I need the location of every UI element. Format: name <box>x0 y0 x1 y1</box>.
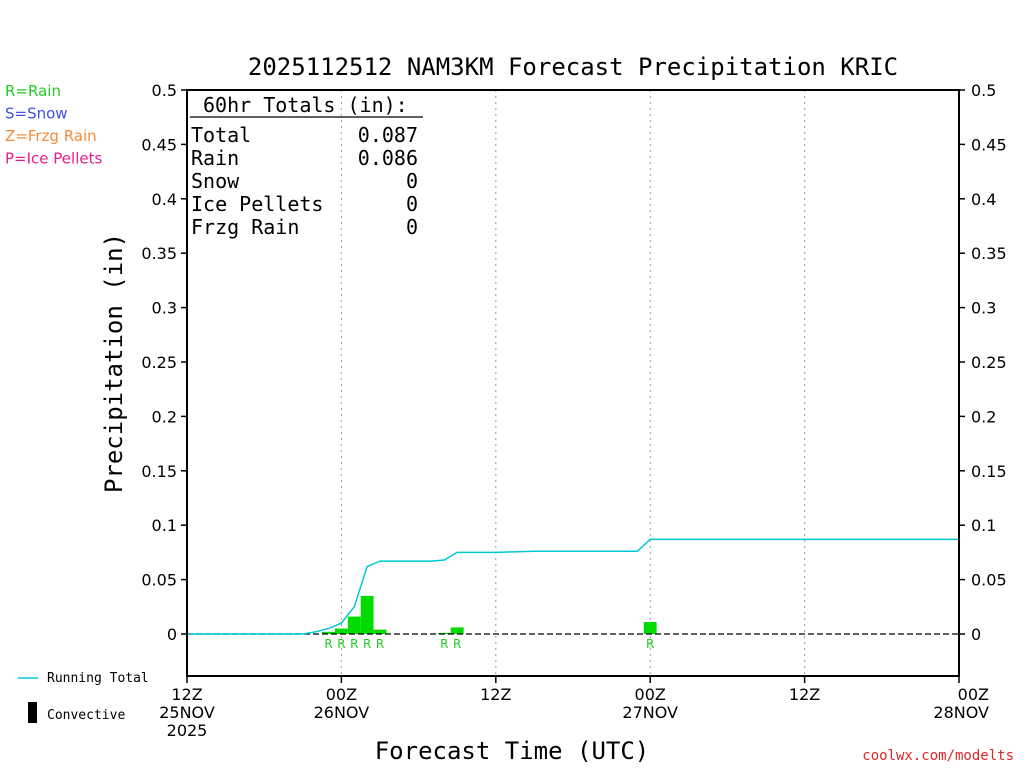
x-tick-label: 27NOV <box>622 703 678 722</box>
running-total-legend-label: Running Total <box>47 671 149 686</box>
precip-type-label: R <box>376 637 384 651</box>
plot-frame <box>186 89 960 677</box>
precip-bar <box>322 631 335 634</box>
x-tick-label: 28NOV <box>933 703 989 722</box>
y-axis-right: 0 0.05 0.1 0.15 0.2 0.25 0.3 0.35 0.4 0.45 0.5 <box>959 81 1007 644</box>
credit-text: coolwx.com/modelts <box>862 748 1014 764</box>
totals-row-value: 0.086 <box>358 146 418 170</box>
totals-row-value: 0 <box>406 192 418 216</box>
precip-bar <box>643 622 657 634</box>
y-tick-label: 0.05 <box>141 571 177 590</box>
y-tick-label: 0.35 <box>141 244 177 263</box>
totals-box: 60hr Totals (in): Total 0.087 Rain 0.086 Sno… <box>190 93 423 239</box>
totals-row-label: Frzg Rain <box>191 215 299 239</box>
totals-row-value: 0 <box>406 169 418 193</box>
y-tick-label: 0.05 <box>971 571 1007 590</box>
totals-row-label: Snow <box>191 169 240 193</box>
grid-lines <box>340 90 806 676</box>
legend-type-entry: Z=Frzg Rain <box>5 127 97 145</box>
y-tick-label: 0.4 <box>971 190 996 209</box>
y-tick-label: 0.5 <box>152 81 177 100</box>
y-tick-label: 0.3 <box>152 299 177 318</box>
precip-type-label: R <box>453 637 461 651</box>
precip-bars <box>322 595 657 634</box>
y-tick-label: 0.1 <box>152 516 177 535</box>
precip-type-legend: R=Rain S=Snow Z=Frzg Rain P=Ice Pellets <box>5 82 102 168</box>
convective-legend-label: Convective <box>47 708 125 723</box>
y-tick-label: 0.15 <box>971 462 1007 481</box>
y-tick-label: 0.1 <box>971 516 996 535</box>
x-tick-label: 2025 <box>167 721 208 740</box>
precip-bar <box>373 629 387 634</box>
x-tick-label: 00Z <box>326 685 357 704</box>
totals-row-value: 0 <box>406 215 418 239</box>
legend-type-entry: S=Snow <box>5 105 68 123</box>
y-tick-label: 0.25 <box>971 353 1007 372</box>
precip-type-label: R <box>337 637 345 651</box>
x-tick-label: 12Z <box>789 685 820 704</box>
x-tick-label: 00Z <box>958 685 989 704</box>
y-tick-label: 0.5 <box>971 81 996 100</box>
y-axis-label: Precipitation (in) <box>100 233 128 493</box>
line-legend: Running Total Convective <box>18 671 149 723</box>
y-tick-label: 0.45 <box>141 135 177 154</box>
precip-type-label: R <box>324 637 332 651</box>
x-tick-label: 12Z <box>480 685 511 704</box>
totals-row-value: 0.087 <box>358 123 418 147</box>
convective-swatch <box>28 702 37 723</box>
y-tick-label: 0.3 <box>971 299 996 318</box>
precip-type-label: R <box>350 637 358 651</box>
x-axis-label: Forecast Time (UTC) <box>375 737 650 765</box>
y-tick-label: 0.2 <box>971 407 996 426</box>
totals-heading: 60hr Totals (in): <box>203 93 408 117</box>
y-tick-label: 0.4 <box>152 190 177 209</box>
y-tick-label: 0.15 <box>141 462 177 481</box>
running-total-line <box>187 538 959 635</box>
y-tick-label: 0.35 <box>971 244 1007 263</box>
precip-bar <box>360 595 374 634</box>
y-tick-label: 0 <box>971 625 981 644</box>
x-tick-label: 12Z <box>171 685 202 704</box>
totals-row-label: Total <box>191 123 251 147</box>
x-tick-label: 25NOV <box>159 703 215 722</box>
y-axis-left: 0 0.05 0.1 0.15 0.2 0.25 0.3 0.35 0.4 0.45 0.5 <box>141 81 187 644</box>
legend-type-entry: P=Ice Pellets <box>5 150 102 168</box>
x-tick-label: 00Z <box>635 685 666 704</box>
precip-bar <box>347 616 361 634</box>
chart-title: 2025112512 NAM3KM Forecast Precipitation… <box>248 53 898 81</box>
y-tick-label: 0.2 <box>152 407 177 426</box>
precip-type-label: R <box>646 637 654 651</box>
precip-type-label: R <box>363 637 371 651</box>
legend-type-entry: R=Rain <box>5 82 61 100</box>
y-tick-label: 0.45 <box>971 135 1007 154</box>
x-tick-label: 26NOV <box>314 703 370 722</box>
totals-row-label: Ice Pellets <box>191 192 323 216</box>
totals-row-label: Rain <box>191 146 239 170</box>
precip-bar <box>450 627 464 634</box>
precip-bar <box>334 628 348 634</box>
y-tick-label: 0 <box>167 625 177 644</box>
precip-type-label: R <box>440 637 448 651</box>
y-tick-label: 0.25 <box>141 353 177 372</box>
